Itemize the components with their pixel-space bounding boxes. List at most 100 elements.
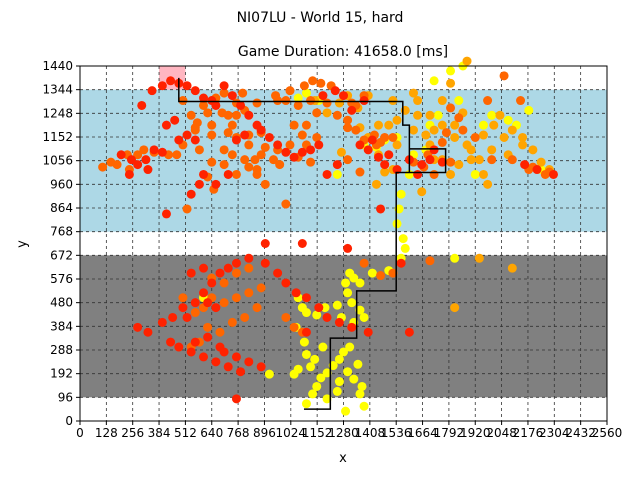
scatter-point	[371, 179, 381, 189]
scatter-point	[355, 278, 365, 288]
scatter-point	[446, 78, 456, 88]
scatter-point	[203, 108, 213, 118]
x-tick-label: 1408	[355, 426, 386, 440]
scatter-point	[499, 71, 509, 81]
x-axis-label: x	[339, 451, 347, 466]
scatter-point	[231, 268, 241, 278]
scatter-point	[289, 120, 299, 130]
scatter-point	[388, 268, 398, 278]
scatter-point	[359, 312, 369, 322]
scatter-point	[339, 347, 348, 357]
scatter-point	[252, 169, 262, 179]
scatter-point	[190, 135, 200, 145]
scatter-point	[462, 56, 472, 66]
scatter-point	[359, 258, 369, 268]
scatter-point	[474, 155, 484, 165]
scatter-point	[470, 132, 480, 142]
scatter-point	[223, 169, 233, 179]
scatter-point	[166, 76, 176, 86]
scatter-point	[446, 157, 456, 167]
scatter-point	[441, 128, 451, 138]
scatter-point	[231, 293, 241, 303]
path-line	[178, 77, 447, 410]
scatter-point	[312, 132, 322, 142]
scatter-point	[343, 155, 353, 165]
scatter-point	[293, 93, 303, 103]
scatter-point	[322, 169, 332, 179]
scatter-point	[273, 268, 283, 278]
scatter-points	[98, 56, 558, 416]
scatter-point	[178, 293, 188, 303]
y-tick-label: 1440	[42, 59, 73, 73]
scatter-point	[256, 150, 266, 160]
x-tick-label: 1280	[328, 426, 359, 440]
scatter-point	[454, 160, 464, 170]
x-tick-label: 2304	[539, 426, 570, 440]
scatter-point	[273, 96, 283, 106]
scatter-point	[281, 199, 291, 209]
scatter-point	[285, 86, 295, 96]
scatter-point	[322, 394, 332, 404]
scatter-point	[380, 167, 390, 177]
scatter-point	[227, 150, 237, 160]
scatter-point	[318, 342, 328, 352]
scatter-point	[489, 120, 499, 130]
scatter-point	[349, 273, 359, 283]
scatter-point	[359, 401, 369, 411]
scatter-point	[199, 288, 209, 298]
scatter-point	[260, 258, 270, 268]
scatter-point	[312, 381, 322, 391]
scatter-point	[289, 152, 299, 162]
scatter-point	[353, 359, 363, 369]
scatter-point	[425, 110, 435, 120]
scatter-point	[207, 120, 217, 130]
scatter-point	[182, 130, 192, 140]
y-tick-label: 672	[50, 248, 73, 262]
y-tick-label: 960	[50, 177, 73, 191]
x-tick-label: 1664	[407, 426, 438, 440]
scatter-point	[316, 78, 326, 88]
scatter-point	[301, 308, 311, 318]
scatter-point	[408, 88, 418, 98]
scatter-point	[219, 145, 229, 155]
scatter-point	[425, 256, 435, 266]
scatter-point	[347, 98, 357, 108]
scatter-point	[359, 96, 369, 106]
scatter-point	[231, 169, 241, 179]
scatter-point	[306, 362, 316, 372]
scatter-point	[334, 354, 344, 364]
scatter-point	[161, 209, 171, 219]
scatter-point	[339, 91, 348, 101]
scatter-point	[306, 157, 316, 167]
scatter-point	[223, 362, 233, 372]
scatter-point	[190, 337, 200, 347]
y-tick-label: 1152	[42, 130, 73, 144]
scatter-point	[223, 110, 233, 120]
scatter-point	[215, 268, 225, 278]
scatter-point	[211, 100, 221, 110]
scatter-point	[343, 115, 353, 125]
scatter-point	[199, 263, 209, 273]
scatter-point	[264, 369, 274, 379]
scatter-point	[174, 135, 184, 145]
scatter-point	[310, 354, 320, 364]
x-tick-label: 2432	[565, 426, 596, 440]
scatter-point	[404, 327, 414, 337]
scatter-point	[429, 76, 439, 86]
scatter-point	[227, 120, 237, 130]
scatter-point	[172, 150, 182, 160]
scatter-point	[293, 100, 303, 110]
scatter-point	[238, 88, 248, 98]
scatter-point	[417, 160, 427, 170]
y-tick-label: 1248	[42, 106, 73, 120]
scatter-point	[437, 96, 447, 106]
scatter-point	[421, 130, 431, 140]
scatter-point	[219, 81, 229, 91]
scatter-point	[301, 293, 311, 303]
scatter-point	[199, 169, 209, 179]
scatter-point	[392, 219, 402, 229]
scatter-point	[520, 160, 530, 170]
y-tick-label: 288	[50, 343, 73, 357]
x-tick-label: 640	[200, 426, 223, 440]
